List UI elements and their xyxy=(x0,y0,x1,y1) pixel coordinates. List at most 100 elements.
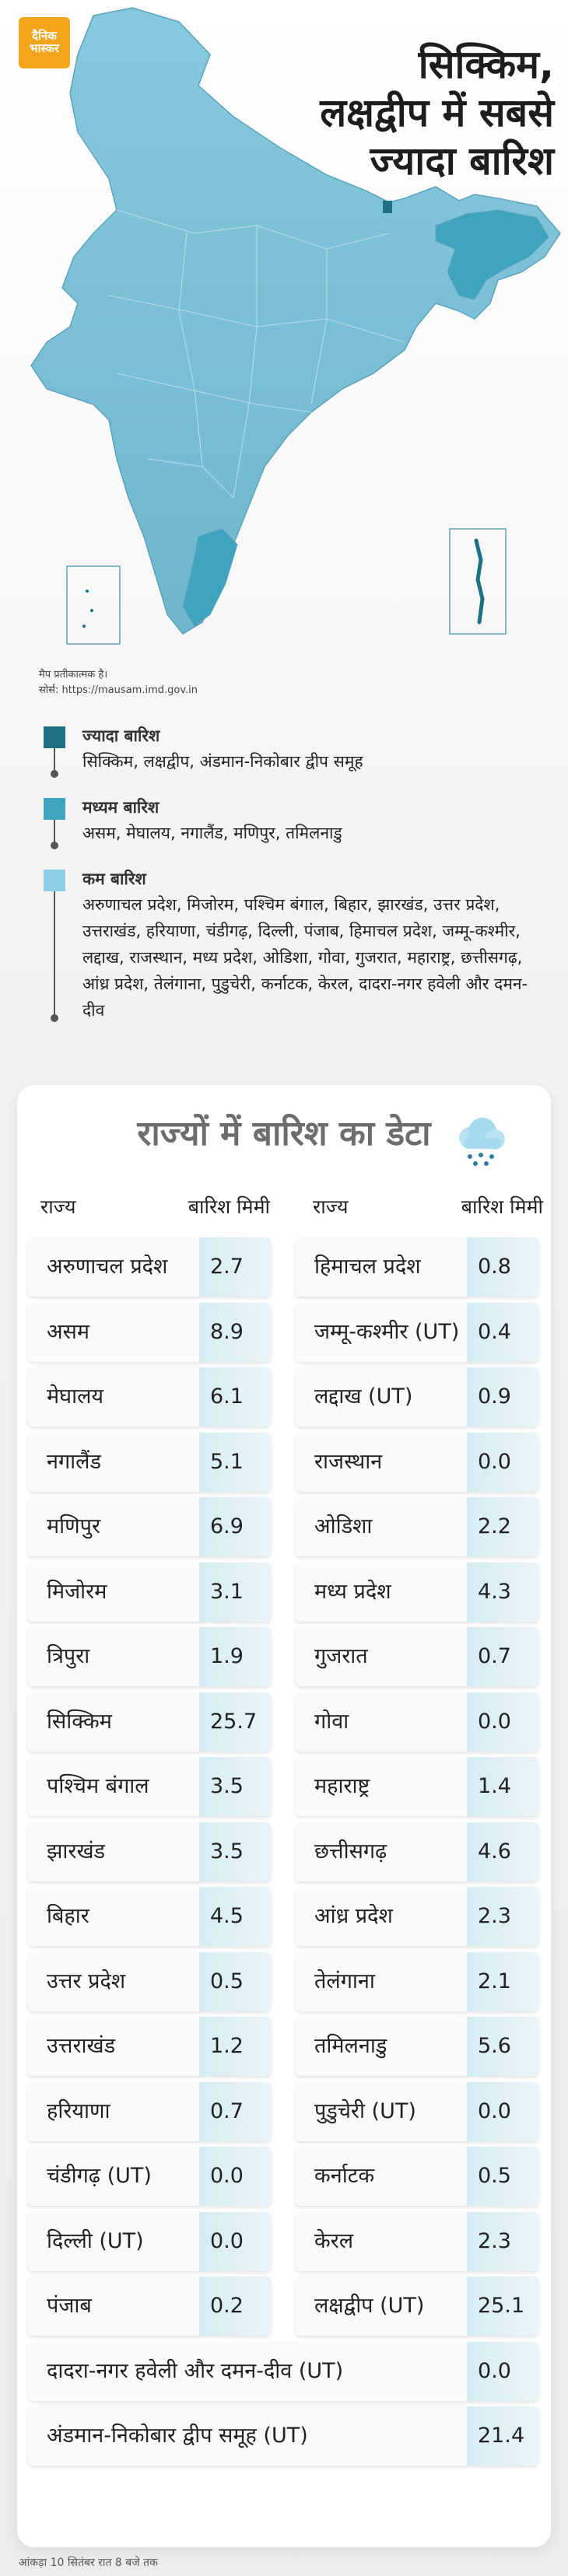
table-row: हिमाचल प्रदेश 0.8 xyxy=(296,1237,538,1297)
table-row: छत्तीसगढ़ 4.6 xyxy=(296,1822,538,1881)
india-map-svg xyxy=(30,7,561,645)
rainfall-value: 0.7 xyxy=(467,1627,538,1686)
state-borders xyxy=(108,209,405,499)
table-row: बिहार 4.5 xyxy=(28,1887,271,1946)
rainfall-value: 8.9 xyxy=(199,1302,271,1362)
legend-swatch-medium xyxy=(44,798,65,820)
table-title: राज्यों में बारिश का डेटा xyxy=(137,1114,431,1153)
state-name: तेलंगाना xyxy=(314,1969,375,1993)
rainfall-value: 4.3 xyxy=(467,1562,538,1622)
rainfall-value: 5.6 xyxy=(467,2017,538,2076)
table-row: महाराष्ट्र 1.4 xyxy=(296,1757,538,1816)
table-row: चंडीगढ़ (UT) 0.0 xyxy=(28,2147,271,2206)
state-name: उत्तराखंड xyxy=(47,2034,116,2058)
page-headline: सिक्किम, लक्षद्वीप में सबसे ज्यादा बारिश xyxy=(212,40,554,185)
rainfall-value: 2.3 xyxy=(467,2211,538,2271)
rainfall-value: 0.2 xyxy=(199,2277,271,2336)
table-row: मणिपुर 6.9 xyxy=(28,1497,271,1556)
rainfall-value: 0.8 xyxy=(467,1237,538,1297)
logo-line1: दैनिक xyxy=(32,29,57,44)
state-name: मिजोरम xyxy=(47,1579,107,1604)
column-header-left: राज्य बारिश मिमी xyxy=(17,1185,278,1228)
state-name: दिल्ली (UT) xyxy=(47,2228,144,2253)
table-row: असम 8.9 xyxy=(28,1302,271,1362)
table-row: उत्तराखंड 1.2 xyxy=(28,2017,271,2076)
legend-title-high: ज्यादा बारिश xyxy=(82,726,160,745)
state-name: गोवा xyxy=(314,1709,349,1734)
state-name: केरल xyxy=(314,2228,354,2253)
state-name: अरुणाचल प्रदेश xyxy=(47,1255,168,1279)
lakshadweep-inset-box xyxy=(66,565,121,645)
legend-swatch-low xyxy=(44,870,65,891)
rainfall-value: 25.7 xyxy=(199,1692,271,1752)
state-name: मध्य प्रदेश xyxy=(314,1579,391,1604)
rainfall-value: 21.4 xyxy=(467,2406,538,2466)
rainfall-value: 25.1 xyxy=(467,2277,538,2336)
state-name: पुडुचेरी (UT) xyxy=(314,2098,416,2123)
state-name: सिक्किम xyxy=(47,1709,112,1734)
table-row: लक्षद्वीप (UT) 25.1 xyxy=(296,2277,538,2336)
rainfall-value: 0.0 xyxy=(467,1692,538,1752)
rainfall-value: 5.1 xyxy=(199,1432,271,1492)
india-mainland-shape xyxy=(30,7,561,635)
legend-item-medium: मध्यम बारिश असम, मेघालय, नगालैंड, मणिपुर… xyxy=(37,795,543,849)
map-disclaimer: मैप प्रतीकात्मक है। xyxy=(39,669,108,681)
table-row: आंध्र प्रदेश 2.3 xyxy=(296,1887,538,1946)
legend-states-low: अरुणाचल प्रदेश, मिजोरम, पश्चिम बंगाल, बि… xyxy=(82,895,528,1020)
table-row: त्रिपुरा 1.9 xyxy=(28,1627,271,1686)
table-row: हरियाणा 0.7 xyxy=(28,2081,271,2141)
table-row: कर्नाटक 0.5 xyxy=(296,2147,538,2206)
legend-swatch-high xyxy=(44,726,65,748)
state-name: राजस्थान xyxy=(314,1449,383,1474)
legend-item-low: कम बारिश अरुणाचल प्रदेश, मिजोरम, पश्चिम … xyxy=(37,866,543,1024)
state-name: आंध्र प्रदेश xyxy=(314,1904,393,1928)
table-row: तमिलनाडु 5.6 xyxy=(296,2017,538,2076)
legend-item-high: ज्यादा बारिश सिक्किम, लक्षद्वीप, अंडमान-… xyxy=(37,723,543,778)
rainfall-value: 0.0 xyxy=(199,2147,271,2206)
state-name: झारखंड xyxy=(47,1839,105,1864)
table-row: पुडुचेरी (UT) 0.0 xyxy=(296,2081,538,2141)
table-row: जम्मू-कश्मीर (UT) 0.4 xyxy=(296,1302,538,1362)
table-row: तेलंगाना 2.1 xyxy=(296,1951,538,2011)
col-value-left: बारिश मिमी xyxy=(188,1195,270,1218)
rainfall-value: 0.5 xyxy=(199,1951,271,2011)
rainfall-value: 0.0 xyxy=(467,2081,538,2141)
col-value-right: बारिश मिमी xyxy=(461,1195,543,1218)
rainfall-value: 2.1 xyxy=(467,1951,538,2011)
table-row: केरल 2.3 xyxy=(296,2211,538,2271)
legend-title-medium: मध्यम बारिश xyxy=(82,798,160,817)
logo-line2: भास्कर xyxy=(30,41,59,55)
table-row: अंडमान-निकोबार द्वीप समूह (UT) 21.4 xyxy=(28,2406,538,2466)
state-name: मेघालय xyxy=(47,1384,104,1409)
state-name: दादरा-नगर हवेली और दमन-दीव (UT) xyxy=(47,2358,344,2383)
state-name: त्रिपुरा xyxy=(47,1644,90,1668)
map-source: सोर्स: https://mausam.imd.gov.in xyxy=(39,684,198,696)
table-row: गुजरात 0.7 xyxy=(296,1627,538,1686)
rainfall-value: 3.5 xyxy=(199,1757,271,1816)
state-name: तमिलनाडु xyxy=(314,2034,387,2058)
state-name: पंजाब xyxy=(47,2294,92,2318)
state-name: मणिपुर xyxy=(47,1514,101,1538)
state-name: अंडमान-निकोबार द्वीप समूह (UT) xyxy=(47,2424,308,2448)
rainfall-value: 1.9 xyxy=(199,1627,271,1686)
table-row: पश्चिम बंगाल 3.5 xyxy=(28,1757,271,1816)
rainfall-value: 0.4 xyxy=(467,1302,538,1362)
legend-states-medium: असम, मेघालय, नगालैंड, मणिपुर, तमिलनाडु xyxy=(82,824,342,842)
state-name: नगालैंड xyxy=(47,1449,101,1474)
tamilnadu-medium-region xyxy=(182,528,238,627)
rainfall-value: 1.2 xyxy=(199,2017,271,2076)
state-name: चंडीगढ़ (UT) xyxy=(47,2164,152,2188)
table-row: अरुणाचल प्रदेश 2.7 xyxy=(28,1237,271,1297)
rainfall-value: 0.0 xyxy=(467,1432,538,1492)
table-row: लद्दाख (UT) 0.9 xyxy=(296,1367,538,1426)
state-name: जम्मू-कश्मीर (UT) xyxy=(314,1319,460,1344)
state-name: असम xyxy=(47,1319,90,1344)
state-name: छत्तीसगढ़ xyxy=(314,1839,387,1864)
state-name: कर्नाटक xyxy=(314,2164,375,2188)
rainfall-value: 3.1 xyxy=(199,1562,271,1622)
rainfall-value: 0.5 xyxy=(467,2147,538,2206)
headline-line1: सिक्किम, xyxy=(418,42,554,87)
rainfall-value: 2.3 xyxy=(467,1887,538,1946)
state-name: बिहार xyxy=(47,1904,89,1928)
headline-line2: लक्षद्वीप में सबसे xyxy=(320,90,554,135)
